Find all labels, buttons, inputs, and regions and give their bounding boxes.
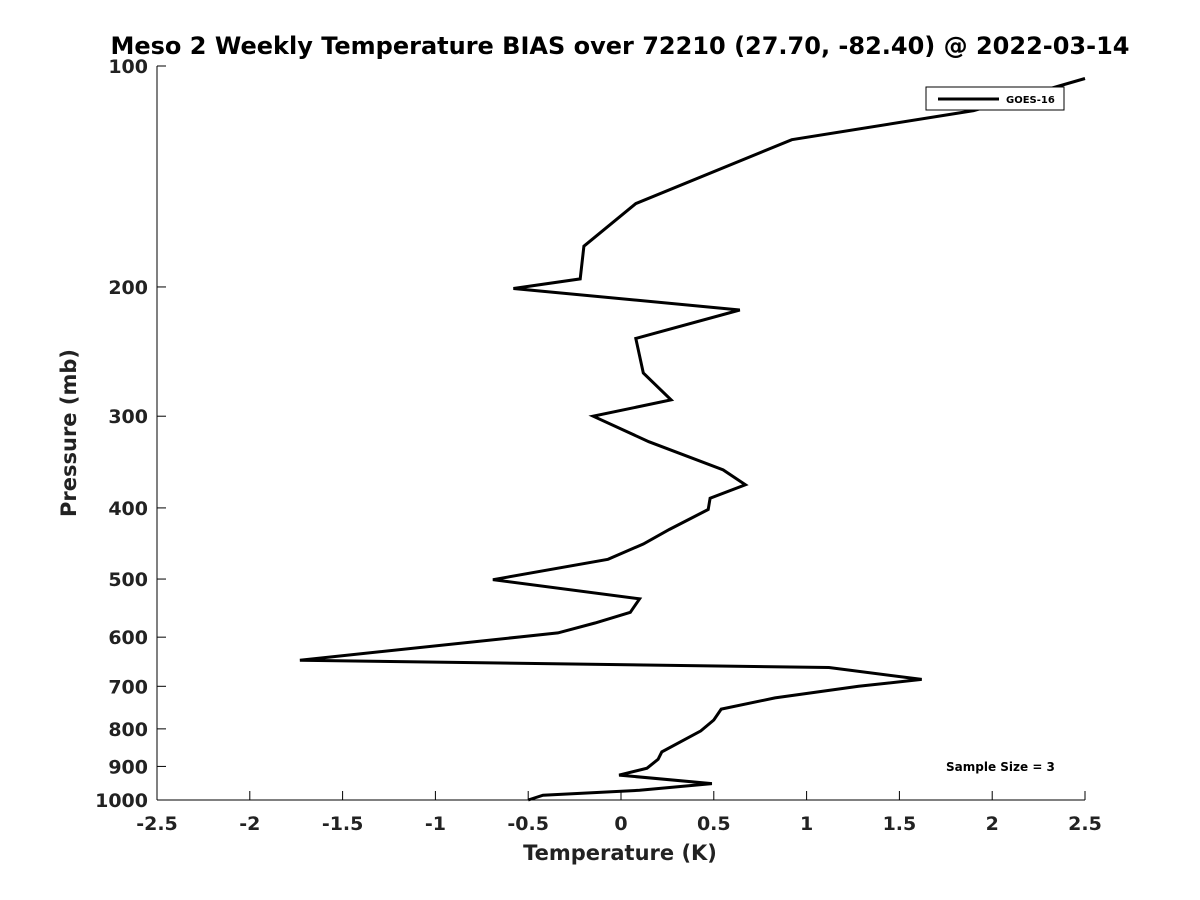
legend: GOES-16 [925,86,1065,111]
y-tick-label: 600 [108,627,148,649]
y-tick-label: 300 [108,406,148,428]
y-tick-label: 500 [108,569,148,591]
x-tick-label: 0.5 [697,813,731,835]
y-axis: 100 200 300 400 500 600 700 800 900 1000 [95,56,166,812]
sample-size-annotation: Sample Size = 3 [946,760,1055,774]
x-axis: -2.5 -2 -1.5 -1 -0.5 0 0.5 1 1.5 2 2.5 [136,791,1102,835]
y-tick-label: 100 [108,56,148,78]
y-tick-label: 700 [108,676,148,698]
series-group [299,77,1086,802]
axes-frame [156,66,1085,801]
x-tick-label: -1.5 [322,813,364,835]
x-tick-label: 2.5 [1068,813,1102,835]
y-tick-label: 800 [108,719,148,741]
y-tick-label: 400 [108,498,148,520]
legend-label-goes-16: GOES-16 [1006,95,1055,106]
chart-title: Meso 2 Weekly Temperature BIAS over 7221… [110,32,1129,60]
y-axis-label: Pressure (mb) [57,349,81,517]
y-tick-label: 900 [108,756,148,778]
x-tick-label: 0 [614,813,627,835]
x-tick-label: 1.5 [883,813,917,835]
x-tick-label: 2 [986,813,999,835]
series-line-goes-16 [299,77,1086,802]
x-tick-label: -0.5 [507,813,549,835]
y-tick-label: 200 [108,277,148,299]
x-tick-label: -2 [239,813,260,835]
y-tick-label: 1000 [95,790,148,812]
x-tick-label: -2.5 [136,813,178,835]
x-tick-label: -1 [425,813,446,835]
x-axis-label: Temperature (K) [523,841,717,865]
x-tick-label: 1 [800,813,813,835]
